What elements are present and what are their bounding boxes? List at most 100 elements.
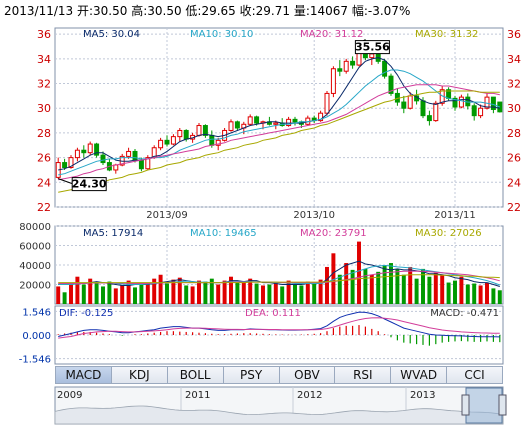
candle-body: [324, 92, 330, 114]
volume-bar: [318, 279, 323, 304]
volume-bar: [363, 268, 368, 304]
dea-line: [58, 317, 500, 339]
volume-legend-ma30: MA30: 27026: [415, 228, 482, 239]
volume-bar: [94, 283, 99, 304]
legend-ma5: MA5: 30.04: [83, 29, 140, 40]
volume-bar: [139, 284, 144, 304]
candle-body: [62, 162, 68, 168]
volume-tick: 80000: [19, 222, 51, 233]
navigator-handle-right[interactable]: [498, 394, 507, 416]
navigator-year: 2011: [185, 390, 210, 401]
volume-bar: [433, 272, 438, 304]
tab-macd[interactable]: MACD: [55, 366, 112, 384]
price-tick-right: 30: [507, 102, 521, 115]
legend-ma10: MA10: 30.10: [190, 29, 253, 40]
candle-body: [145, 157, 151, 170]
date-tick: 2013/10: [293, 210, 335, 221]
candle-body: [183, 129, 189, 140]
price-tick-right: 28: [507, 127, 521, 140]
volume-bar: [280, 286, 285, 304]
candle-body: [126, 150, 132, 157]
ma10-line: [58, 69, 500, 176]
candle-body: [458, 96, 464, 108]
volume-bar: [261, 285, 265, 304]
candle-body: [350, 60, 356, 66]
candle-body: [426, 115, 432, 122]
navigator-year: 2009: [57, 390, 82, 401]
price-tick-left: 24: [37, 176, 51, 189]
candle-body: [228, 121, 234, 131]
volume-bar: [222, 280, 227, 304]
volume-bar: [299, 285, 304, 304]
candle-body: [401, 101, 407, 109]
volume-tick: 60000: [19, 242, 51, 253]
volume-bar: [171, 279, 176, 304]
tab-wvad[interactable]: WVAD: [391, 366, 448, 384]
candle-body: [433, 102, 439, 122]
candle-body: [337, 68, 343, 72]
volume-bar: [152, 278, 157, 304]
candle-body: [68, 157, 74, 168]
macd-tick: 0.000: [22, 331, 51, 342]
legend-macd: MACD: -0.471: [430, 308, 499, 319]
navigator-handle-left[interactable]: [461, 394, 470, 416]
volume-bar: [145, 282, 150, 304]
tab-rsi[interactable]: RSI: [335, 366, 392, 384]
price-tick-right: 32: [507, 78, 521, 91]
volume-bar: [267, 284, 272, 304]
candle-body: [132, 150, 138, 161]
high-label-box: [354, 40, 390, 55]
macd-tick: -1.546: [19, 355, 51, 366]
volume-bar: [75, 276, 80, 304]
tab-boll[interactable]: BOLL: [167, 366, 224, 384]
ma20-line: [58, 84, 500, 181]
high-label: 35.56: [355, 41, 390, 54]
legend-ma30: MA30: 31.32: [415, 29, 478, 40]
volume-bar: [395, 268, 400, 304]
volume-bar: [113, 288, 118, 304]
navigator-overview: [54, 405, 504, 425]
volume-bar: [203, 281, 208, 304]
volume-bar: [158, 274, 163, 304]
volume-bar: [408, 266, 413, 304]
volume-bar: [389, 263, 393, 304]
price-tick-right: 26: [507, 152, 521, 165]
volume-bar: [376, 271, 381, 304]
volume-bar: [478, 285, 483, 304]
candle-body: [215, 139, 221, 146]
volume-bar: [331, 253, 336, 304]
tab-kdj[interactable]: KDJ: [111, 366, 168, 384]
tab-psy[interactable]: PSY: [223, 366, 280, 384]
ma5-line: [58, 57, 500, 171]
candle-body: [177, 129, 183, 138]
volume-bar: [305, 281, 310, 304]
volume-bar: [491, 288, 496, 304]
volume-bar: [414, 278, 419, 304]
candle-body: [234, 121, 240, 129]
volume-tick: 20000: [19, 281, 51, 292]
tab-cci[interactable]: CCI: [447, 366, 503, 384]
date-tick: 2013/09: [146, 210, 188, 221]
candle-body: [286, 118, 292, 127]
candle-body: [209, 134, 215, 146]
ohlc-header: 2013/11/13 开:30.50 高:30.50 低:29.65 收:29.…: [4, 4, 411, 18]
tab-obv[interactable]: OBV: [279, 366, 336, 384]
volume-bar: [465, 284, 470, 304]
volume-tick: 40000: [19, 261, 51, 272]
candle-body: [382, 60, 388, 77]
navigator-year: 2012: [297, 390, 322, 401]
candle-body: [407, 95, 413, 109]
candle-body: [100, 154, 106, 164]
volume-bar: [101, 286, 105, 304]
legend-dea: DEA: 0.111: [245, 308, 301, 319]
volume-bar: [325, 266, 329, 304]
volume-bar: [229, 276, 233, 304]
candle-body: [471, 105, 477, 117]
volume-bar: [88, 278, 93, 304]
candle-body: [330, 68, 336, 94]
candle-body: [138, 159, 144, 170]
volume-bar: [453, 280, 457, 304]
candle-body: [343, 60, 349, 72]
volume-bar: [69, 282, 73, 304]
